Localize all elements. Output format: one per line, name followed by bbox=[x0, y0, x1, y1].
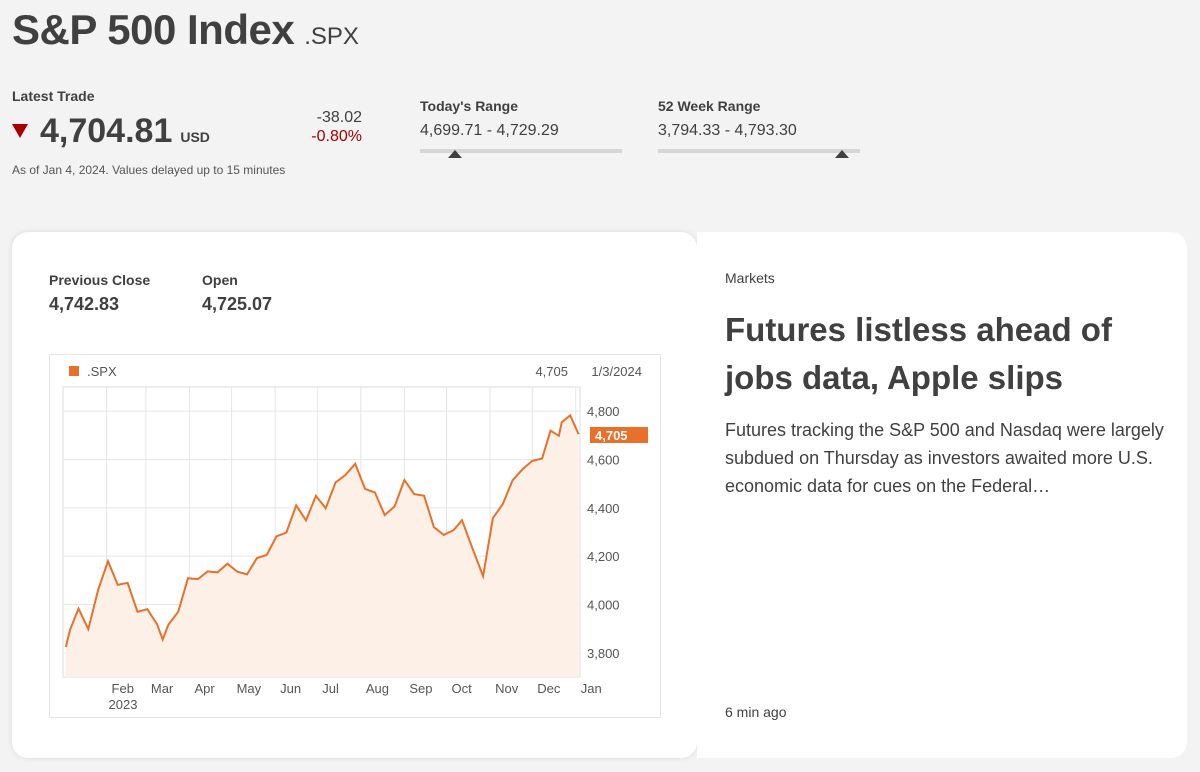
price-chart-svg[interactable]: .SPX 4,705 1/3/2024 4,800 4,600 4,400 4,200… bbox=[50, 355, 660, 717]
news-category[interactable]: Markets bbox=[725, 270, 775, 286]
todays-range-track bbox=[420, 149, 622, 158]
x-tick-label: Aug bbox=[366, 681, 389, 696]
last-value-label: 4,705 bbox=[595, 428, 628, 443]
x-tick-label: Jan bbox=[581, 681, 602, 696]
x-tick-label: Sep bbox=[409, 681, 432, 696]
chart-axes: 4,800 4,600 4,400 4,200 4,000 3,800 Feb Mar Apr M… bbox=[109, 404, 620, 712]
price-row: 4,704.81 USD bbox=[12, 112, 210, 151]
header-date: 1/3/2024 bbox=[591, 364, 642, 379]
currency-code: USD bbox=[180, 129, 210, 145]
x-year-label: 2023 bbox=[109, 697, 138, 712]
y-tick-label: 4,800 bbox=[587, 404, 620, 419]
x-tick-label: Jun bbox=[280, 681, 301, 696]
news-timestamp: 6 min ago bbox=[725, 704, 787, 720]
x-tick-label: Apr bbox=[194, 681, 215, 696]
open-label: Open bbox=[202, 272, 238, 288]
series-line bbox=[64, 413, 580, 648]
news-card[interactable] bbox=[697, 232, 1187, 758]
page-header: S&P 500 Index .SPX bbox=[12, 6, 359, 54]
week52-range-values: 3,794.33 - 4,793.30 bbox=[658, 122, 797, 139]
x-tick-label: Dec bbox=[537, 681, 561, 696]
open-price: Open 4,725.07 bbox=[202, 272, 272, 315]
news-headline[interactable]: Futures listless ahead of jobs data, App… bbox=[725, 311, 1112, 396]
legend-swatch bbox=[69, 366, 79, 376]
todays-range-values: 4,699.71 - 4,729.29 bbox=[420, 122, 559, 139]
y-tick-label: 4,600 bbox=[587, 453, 620, 468]
latest-trade-label: Latest Trade bbox=[12, 88, 95, 104]
x-tick-label: Oct bbox=[452, 681, 473, 696]
y-tick-label: 3,800 bbox=[587, 646, 620, 661]
series-area bbox=[65, 415, 579, 677]
as-of-note: As of Jan 4, 2024. Values delayed up to … bbox=[12, 163, 286, 177]
price-change: -38.02 -0.80% bbox=[290, 108, 362, 146]
latest-price: 4,704.81 bbox=[40, 112, 173, 150]
previous-close: Previous Close 4,742.83 bbox=[49, 272, 150, 315]
previous-close-value: 4,742.83 bbox=[49, 294, 120, 314]
down-arrow-icon bbox=[12, 124, 28, 138]
last-value-tag bbox=[590, 427, 648, 443]
week52-range-track bbox=[658, 149, 860, 158]
change-percent: -0.80% bbox=[311, 128, 362, 145]
week52-range-label: 52 Week Range bbox=[658, 98, 761, 114]
todays-range: Today's Range 4,699.71 - 4,729.29 bbox=[420, 98, 622, 158]
previous-close-label: Previous Close bbox=[49, 272, 151, 288]
x-tick-label: May bbox=[237, 681, 262, 696]
y-tick-label: 4,000 bbox=[587, 598, 620, 613]
todays-range-marker-icon bbox=[447, 150, 462, 158]
change-absolute: -38.02 bbox=[316, 109, 362, 126]
open-value: 4,725.07 bbox=[202, 294, 273, 314]
x-tick-label: Feb bbox=[112, 681, 134, 696]
week52-range-marker-icon bbox=[835, 150, 850, 158]
todays-range-label: Today's Range bbox=[420, 98, 518, 114]
news-summary: Futures tracking the S&P 500 and Nasdaq … bbox=[725, 420, 1164, 496]
header-value: 4,705 bbox=[535, 364, 568, 379]
y-tick-label: 4,400 bbox=[587, 501, 620, 516]
x-tick-label: Mar bbox=[151, 681, 174, 696]
legend-label: .SPX bbox=[87, 364, 117, 379]
x-tick-label: Jul bbox=[322, 681, 339, 696]
x-tick-label: Nov bbox=[495, 681, 519, 696]
week52-range: 52 Week Range 3,794.33 - 4,793.30 bbox=[658, 98, 860, 158]
ticker-symbol: .SPX bbox=[304, 23, 359, 50]
page-title: S&P 500 Index bbox=[12, 6, 295, 53]
price-chart[interactable]: .SPX 4,705 1/3/2024 4,800 4,600 4,400 4,200… bbox=[49, 354, 661, 718]
y-tick-label: 4,200 bbox=[587, 549, 620, 564]
